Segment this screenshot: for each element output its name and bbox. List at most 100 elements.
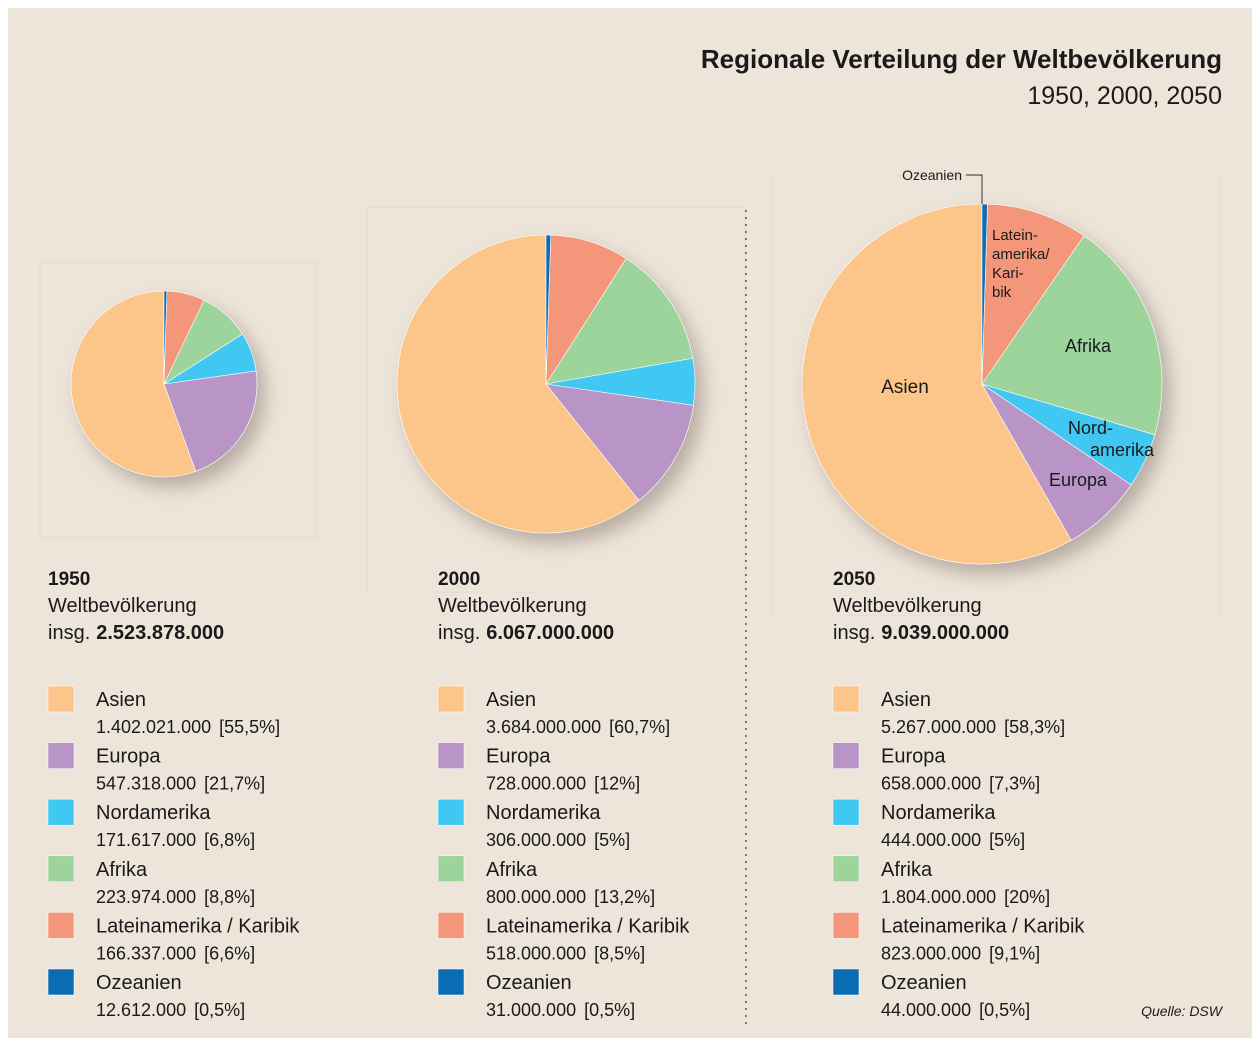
pie-slice [163,290,168,385]
frame [771,175,1221,617]
legend-value: 444.000.000 [5%] [881,830,1025,850]
legend-value: 223.974.000 [8,8%] [96,887,255,907]
value-label: 44.000.000 [881,1000,971,1020]
total-value: 2.523.878.000 [96,622,224,644]
legend-value: 728.000.000 [12%] [486,774,640,794]
legend-value: 5.267.000.000 [58,3%] [881,717,1065,737]
pie [801,203,1163,565]
legend-swatch [437,912,465,939]
value-label: 166.337.000 [96,943,196,963]
legend-swatch [437,798,465,826]
pie-slice [981,203,1085,386]
legend-label: Afrika [486,859,538,881]
slice-label: Nord- [1068,418,1113,438]
share-label: [21,7%] [204,774,265,794]
legend-swatch [47,912,75,939]
legend-swatch [437,685,465,713]
value-label: 171.617.000 [96,830,196,850]
value-label: 518.000.000 [486,943,586,963]
total-value: 9.039.000.000 [881,622,1009,644]
legend-swatch [437,968,465,996]
legend-swatch [832,912,860,939]
total-prefix: insg. [48,622,90,644]
legend-label: Afrika [881,859,933,881]
legend-swatch [832,855,860,883]
share-label: [60,7%] [609,717,670,737]
share-label: [0,5%] [584,1000,635,1020]
frame [39,261,317,539]
legend-label: Lateinamerika / Karibik [486,915,690,937]
value-label: 5.267.000.000 [881,717,996,737]
chart-subtitle: Weltbevölkerung [833,595,982,617]
legend-swatch [437,742,465,769]
chart-title: 2050 [833,569,875,590]
legend-label: Asien [881,689,931,711]
source: Quelle: DSW [1141,1003,1224,1019]
total-prefix: insg. [438,622,480,644]
legend-label: Nordamerika [96,802,211,824]
frame [366,206,746,593]
share-label: [9,1%] [989,943,1040,963]
pie [396,234,696,534]
legend-value: 166.337.000 [6,6%] [96,943,255,963]
chart-title: 2000 [438,569,480,590]
value-label: 444.000.000 [881,830,981,850]
value-label: 728.000.000 [486,774,586,794]
legend-value: 171.617.000 [6,8%] [96,830,255,850]
chart-title: 1950 [48,569,90,590]
legend-swatch [832,685,860,713]
legend-value: 1.402.021.000 [55,5%] [96,717,280,737]
legend-value: 518.000.000 [8,5%] [486,943,645,963]
legend-label: Europa [96,746,161,768]
value-label: 800.000.000 [486,887,586,907]
slice-label: Afrika [1065,336,1112,356]
share-label: [8,8%] [204,887,255,907]
legend-label: Ozeanien [881,972,967,994]
total: insg. 9.039.000.000 [833,622,1009,644]
slice-label: Ozeanien [902,167,962,183]
value-label: 1.402.021.000 [96,717,211,737]
total-value: 6.067.000.000 [486,622,614,644]
legend-label: Ozeanien [486,972,572,994]
legend-label: Lateinamerika / Karibik [881,915,1085,937]
legend-value: 3.684.000.000 [60,7%] [486,717,670,737]
share-label: [0,5%] [979,1000,1030,1020]
legend-label: Asien [486,689,536,711]
share-label: [6,8%] [204,830,255,850]
chart-subtitle: Weltbevölkerung [48,595,197,617]
legend-swatch [47,742,75,769]
pie-slice [70,290,197,478]
slice-label: Europa [1049,470,1108,490]
total: insg. 2.523.878.000 [48,622,224,644]
slice-label: amerika/ [992,246,1050,263]
total: insg. 6.067.000.000 [438,622,614,644]
legend-swatch [832,742,860,769]
slice-label: amerika [1090,440,1155,460]
pie-slice [545,258,694,385]
title: Regionale Verteilung der Weltbevölkerung [701,44,1222,74]
pie-slice [396,234,640,534]
legend-label: Europa [881,746,946,768]
share-label: [13,2%] [594,887,655,907]
pie-slice [545,234,552,385]
legend-value: 547.318.000 [21,7%] [96,774,265,794]
pie-slice [981,235,1163,436]
subtitle: 1950, 2000, 2050 [1027,82,1222,110]
legend-label: Ozeanien [96,972,182,994]
value-label: 223.974.000 [96,887,196,907]
value-label: 31.000.000 [486,1000,576,1020]
value-label: 658.000.000 [881,774,981,794]
legend-swatch [832,968,860,996]
legend-value: 44.000.000 [0,5%] [881,1000,1030,1020]
legend-value: 658.000.000 [7,3%] [881,774,1040,794]
slice-label: Kari- [992,265,1024,282]
legend-label: Asien [96,689,146,711]
legend-label: Afrika [96,859,148,881]
legend-label: Nordamerika [486,802,601,824]
legend-swatch [437,855,465,883]
share-label: [8,5%] [594,943,645,963]
slice-label: bik [992,284,1012,301]
value-label: 1.804.000.000 [881,887,996,907]
leader-line [966,174,983,204]
